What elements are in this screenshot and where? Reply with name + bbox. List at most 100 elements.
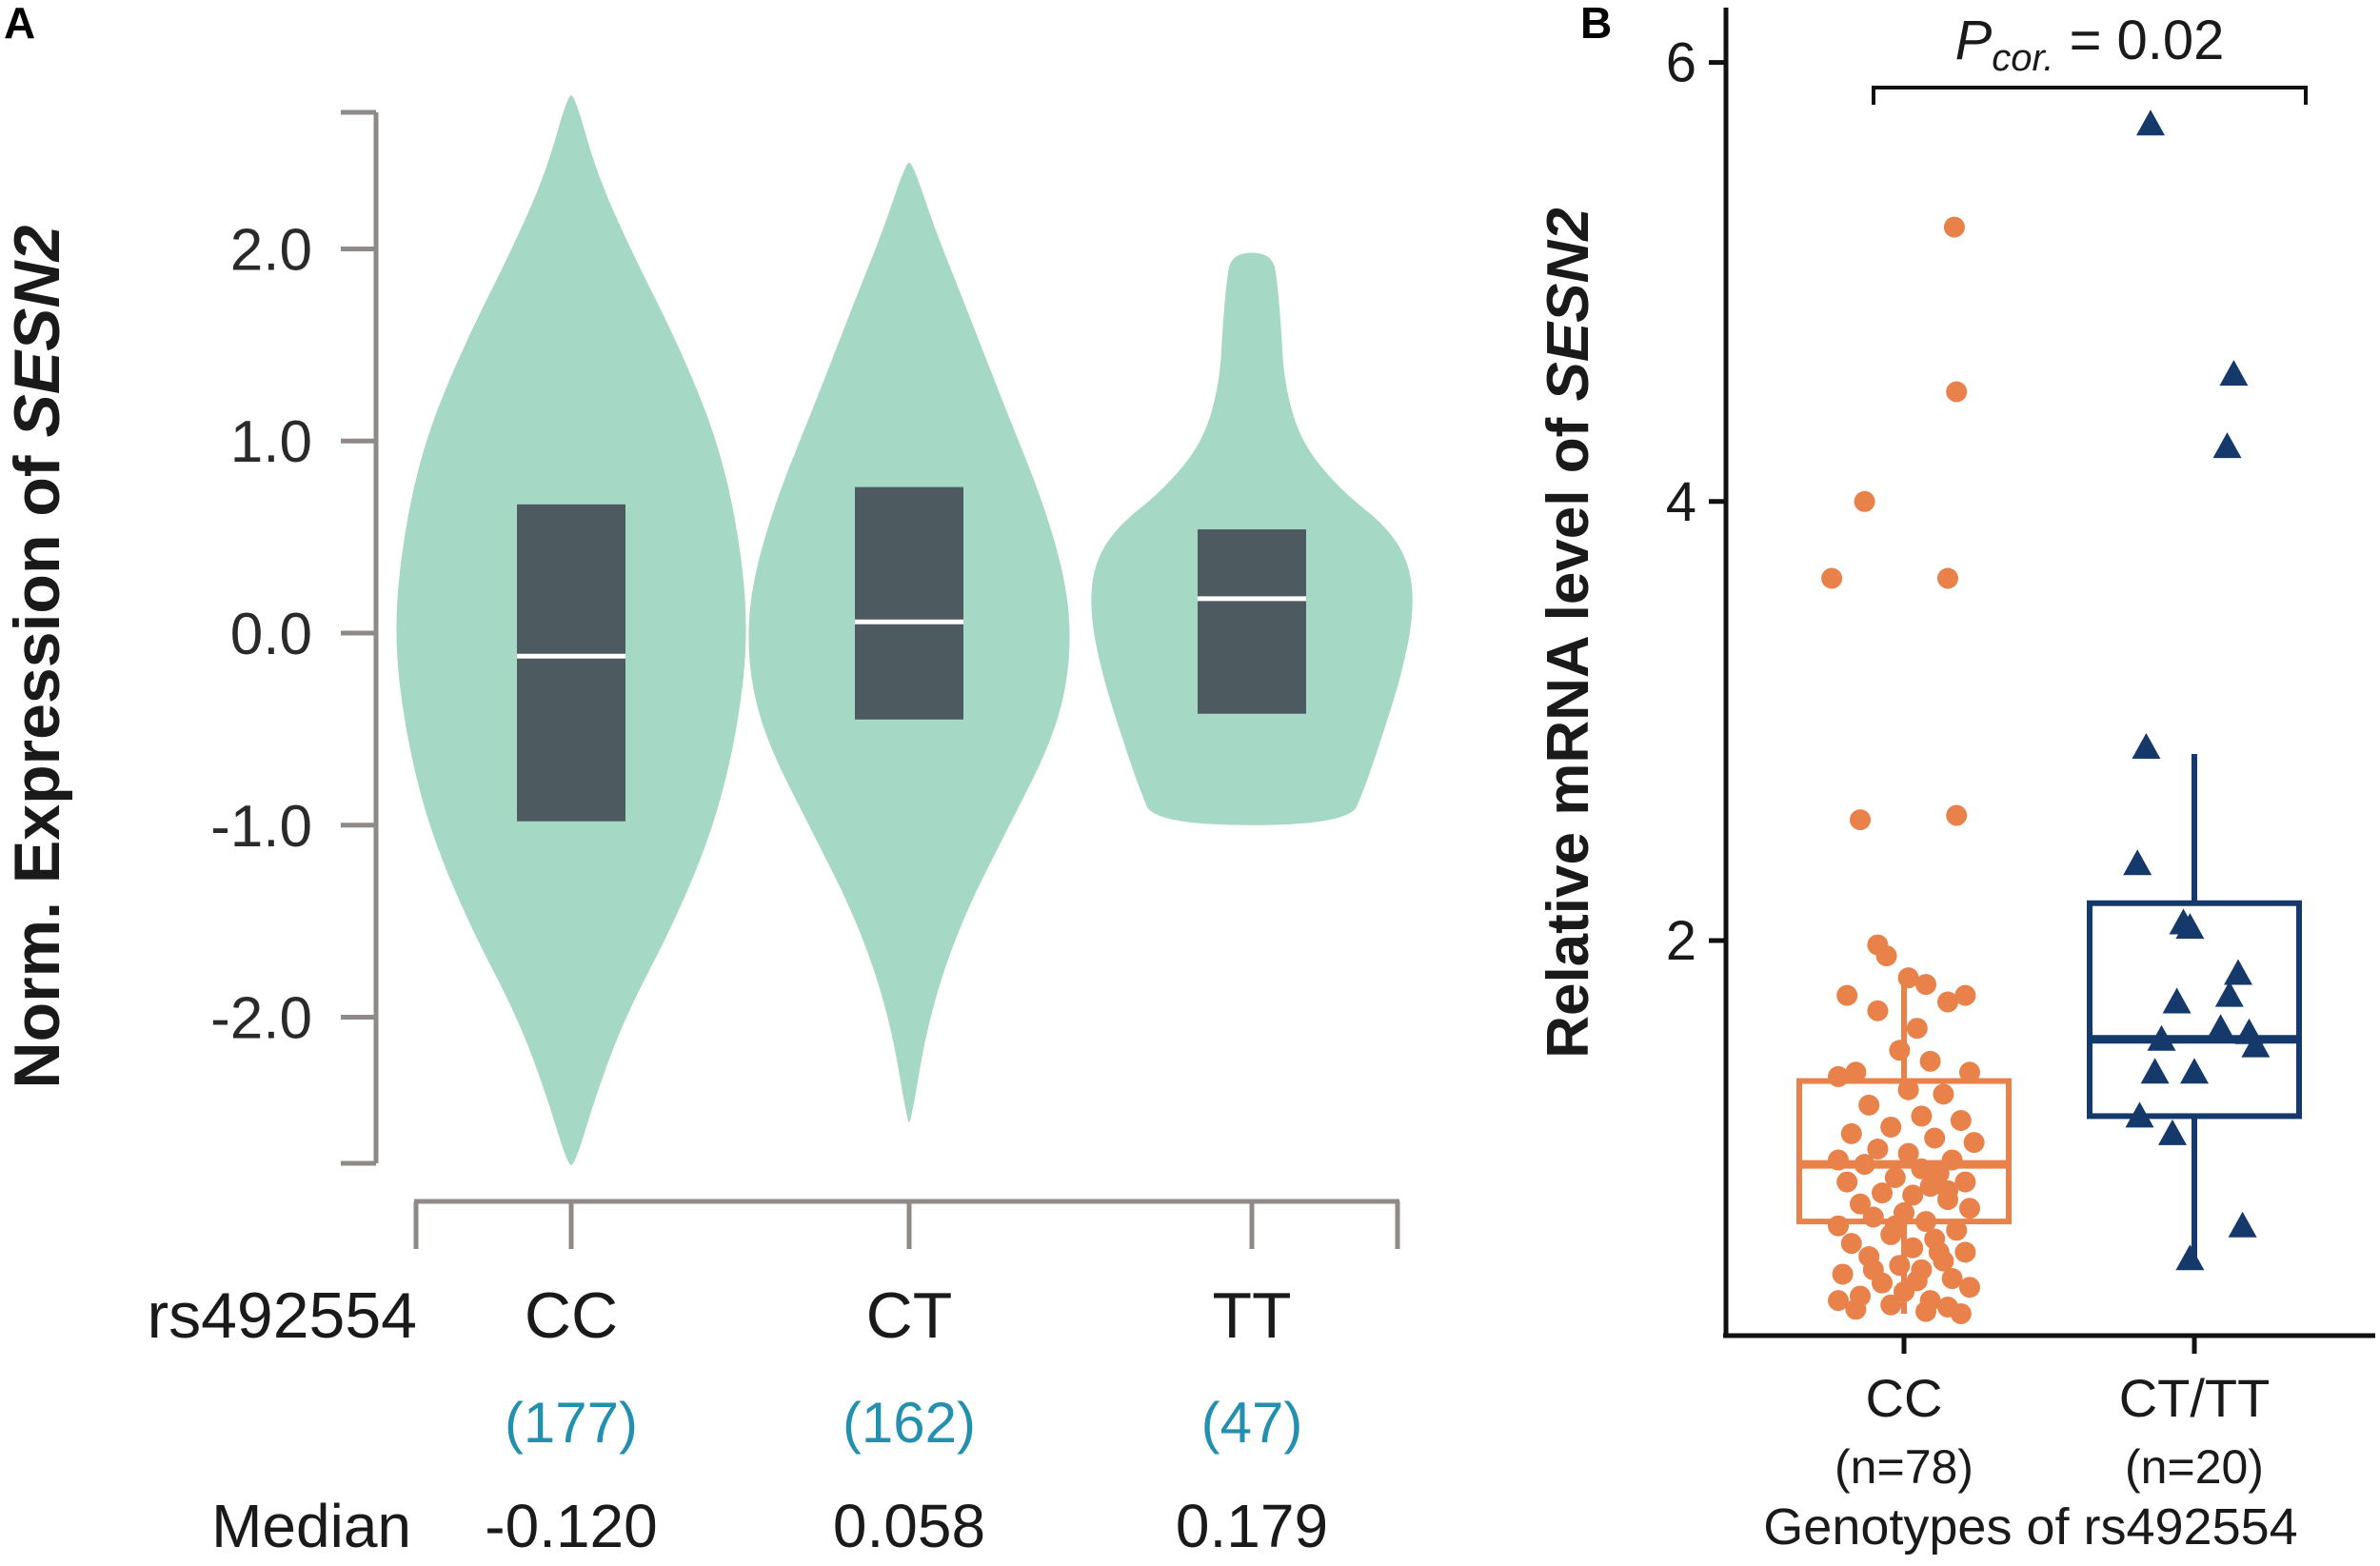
data-point-cc bbox=[1919, 1176, 1941, 1198]
panel-a-y-ticks: 2.0 1.0 0.0 -1.0 -2.0 bbox=[210, 109, 376, 1166]
data-point-cc bbox=[1937, 991, 1958, 1013]
data-point-cc bbox=[1884, 1166, 1906, 1188]
data-point-cc bbox=[1845, 1298, 1867, 1320]
data-point-cc bbox=[1946, 1219, 1968, 1241]
data-point-cc bbox=[1946, 804, 1968, 826]
data-point-cc bbox=[1867, 1000, 1889, 1021]
data-point-ct-tt bbox=[2125, 1101, 2154, 1128]
data-point-cc bbox=[1928, 1241, 1950, 1263]
data-point-cc bbox=[1911, 1105, 1933, 1127]
data-point-cc bbox=[1959, 1198, 1980, 1219]
panel-b-points bbox=[1821, 109, 2271, 1324]
data-point-ct-tt bbox=[2224, 959, 2252, 985]
median-value-tt: 0.179 bbox=[1176, 1492, 1328, 1560]
panel-b-letter: B bbox=[1580, 0, 1612, 48]
genotype-label-ct: CT bbox=[866, 1279, 953, 1352]
panel-b-y-tick-label: 2 bbox=[1666, 910, 1696, 972]
panel-b-genotype-label-ct-tt: CT/TT bbox=[2119, 1368, 2271, 1428]
data-point-cc bbox=[1858, 1094, 1880, 1116]
box-ct-tt bbox=[2087, 900, 2302, 1120]
panel-b-y-tick-label: 4 bbox=[1666, 471, 1696, 533]
genotype-label-tt: TT bbox=[1212, 1279, 1291, 1352]
data-point-cc bbox=[1828, 1149, 1849, 1171]
data-point-cc bbox=[1884, 1215, 1906, 1237]
data-point-ct-tt bbox=[2147, 1024, 2176, 1051]
data-point-ct-tt bbox=[2175, 913, 2205, 940]
data-point-ct-tt bbox=[2228, 1211, 2257, 1238]
data-point-cc bbox=[1840, 1233, 1862, 1255]
panel-a-y-tick-label: 2.0 bbox=[230, 217, 312, 283]
data-point-cc bbox=[1828, 1065, 1849, 1087]
panel-a-snp-label: rs492554 bbox=[147, 1279, 417, 1352]
p-value-annotation: Pcor. = 0.02 bbox=[1955, 10, 2225, 79]
data-point-cc bbox=[1897, 1142, 1919, 1164]
data-point-cc bbox=[1832, 1263, 1854, 1285]
data-point-ct-tt bbox=[2241, 1031, 2271, 1058]
panel-a-y-tick-label: -2.0 bbox=[210, 986, 312, 1052]
panel-b-y-axis-title: Relative mRNA level of SESN2 bbox=[1536, 208, 1601, 1059]
data-point-cc bbox=[1941, 1149, 1963, 1171]
data-point-cc bbox=[1959, 1277, 1980, 1298]
iqr-box-tt bbox=[1198, 529, 1306, 714]
data-point-cc bbox=[1954, 1241, 1976, 1263]
data-point-cc bbox=[1854, 490, 1875, 512]
panel-b-n-label-ct-tt: (n=20) bbox=[2125, 1440, 2264, 1494]
data-point-cc bbox=[1872, 1182, 1893, 1204]
sample-count-tt: (47) bbox=[1201, 1391, 1303, 1455]
data-point-ct-tt bbox=[2214, 981, 2244, 1007]
data-point-cc bbox=[1854, 1154, 1875, 1176]
data-point-cc bbox=[1959, 1061, 1980, 1083]
data-point-cc bbox=[1915, 974, 1936, 996]
panel-a-violins bbox=[396, 95, 1413, 1165]
data-point-cc bbox=[1836, 984, 1858, 1006]
panel-a-y-axis-title: Norm. Expression of SESN2 bbox=[1, 225, 73, 1088]
panel-b-x-ticks: CC (n=78) CT/TT (n=20) bbox=[1835, 1336, 2270, 1494]
median-value-ct: 0.058 bbox=[833, 1492, 985, 1560]
panel-a-y-tick-label: -1.0 bbox=[210, 794, 312, 860]
panel-b-y-ticks: 2 4 6 bbox=[1666, 32, 1726, 972]
data-point-ct-tt bbox=[2219, 360, 2249, 387]
data-point-cc bbox=[1862, 1206, 1884, 1228]
data-point-cc bbox=[1902, 1237, 1924, 1259]
panel-a: A Norm. Expression of SESN2 2.0 1.0 0.0 -1.… bbox=[1, 0, 1413, 1560]
data-point-ct-tt bbox=[2123, 849, 2152, 876]
data-point-cc bbox=[1828, 1215, 1849, 1237]
panel-a-x-ticks: CC (177) -0.120 CT (162) 0.058 TT (47) 0.179 bbox=[413, 1201, 1400, 1560]
data-point-cc bbox=[1937, 1179, 1958, 1201]
panel-b-n-label-cc: (n=78) bbox=[1835, 1440, 1973, 1494]
data-point-ct-tt bbox=[2212, 432, 2242, 459]
data-point-cc bbox=[1889, 1040, 1911, 1061]
data-point-cc bbox=[1915, 1211, 1936, 1233]
data-point-ct-tt bbox=[2158, 1119, 2187, 1145]
data-point-cc bbox=[1902, 1184, 1924, 1206]
iqr-box-ct bbox=[855, 486, 963, 720]
data-point-cc bbox=[1906, 1018, 1928, 1040]
data-point-ct-tt bbox=[2136, 109, 2165, 136]
data-point-ct-tt bbox=[2180, 1058, 2209, 1084]
data-point-cc bbox=[1954, 984, 1976, 1006]
panel-b-y-tick-label: 6 bbox=[1666, 32, 1696, 94]
data-point-cc bbox=[1915, 1300, 1936, 1322]
data-point-cc bbox=[1845, 1061, 1867, 1083]
data-point-cc bbox=[1840, 1122, 1862, 1144]
data-point-cc bbox=[1897, 1079, 1919, 1100]
panel-b: B Relative mRNA level of SESN2 2 4 6 CC (n=… bbox=[1536, 0, 2375, 1556]
data-point-cc bbox=[1889, 1255, 1911, 1277]
data-point-cc bbox=[1906, 1270, 1928, 1292]
panel-a-median-label: Median bbox=[211, 1492, 411, 1560]
data-point-cc bbox=[1850, 1193, 1871, 1215]
data-point-cc bbox=[1880, 1294, 1902, 1316]
data-point-cc bbox=[1828, 1290, 1849, 1312]
data-point-cc bbox=[1880, 1116, 1902, 1138]
data-point-cc bbox=[1911, 1158, 1933, 1179]
data-point-ct-tt bbox=[2132, 733, 2161, 760]
sample-count-cc: (177) bbox=[505, 1391, 638, 1455]
data-point-cc bbox=[1875, 945, 1897, 967]
data-point-cc bbox=[1937, 567, 1958, 589]
panel-a-y-tick-label: 0.0 bbox=[230, 602, 312, 667]
median-value-cc: -0.120 bbox=[485, 1492, 657, 1560]
data-point-ct-tt bbox=[2206, 1014, 2235, 1041]
data-point-cc bbox=[1954, 1171, 1976, 1193]
data-point-cc bbox=[1867, 1139, 1889, 1160]
panel-a-y-tick-label: 1.0 bbox=[230, 409, 312, 475]
